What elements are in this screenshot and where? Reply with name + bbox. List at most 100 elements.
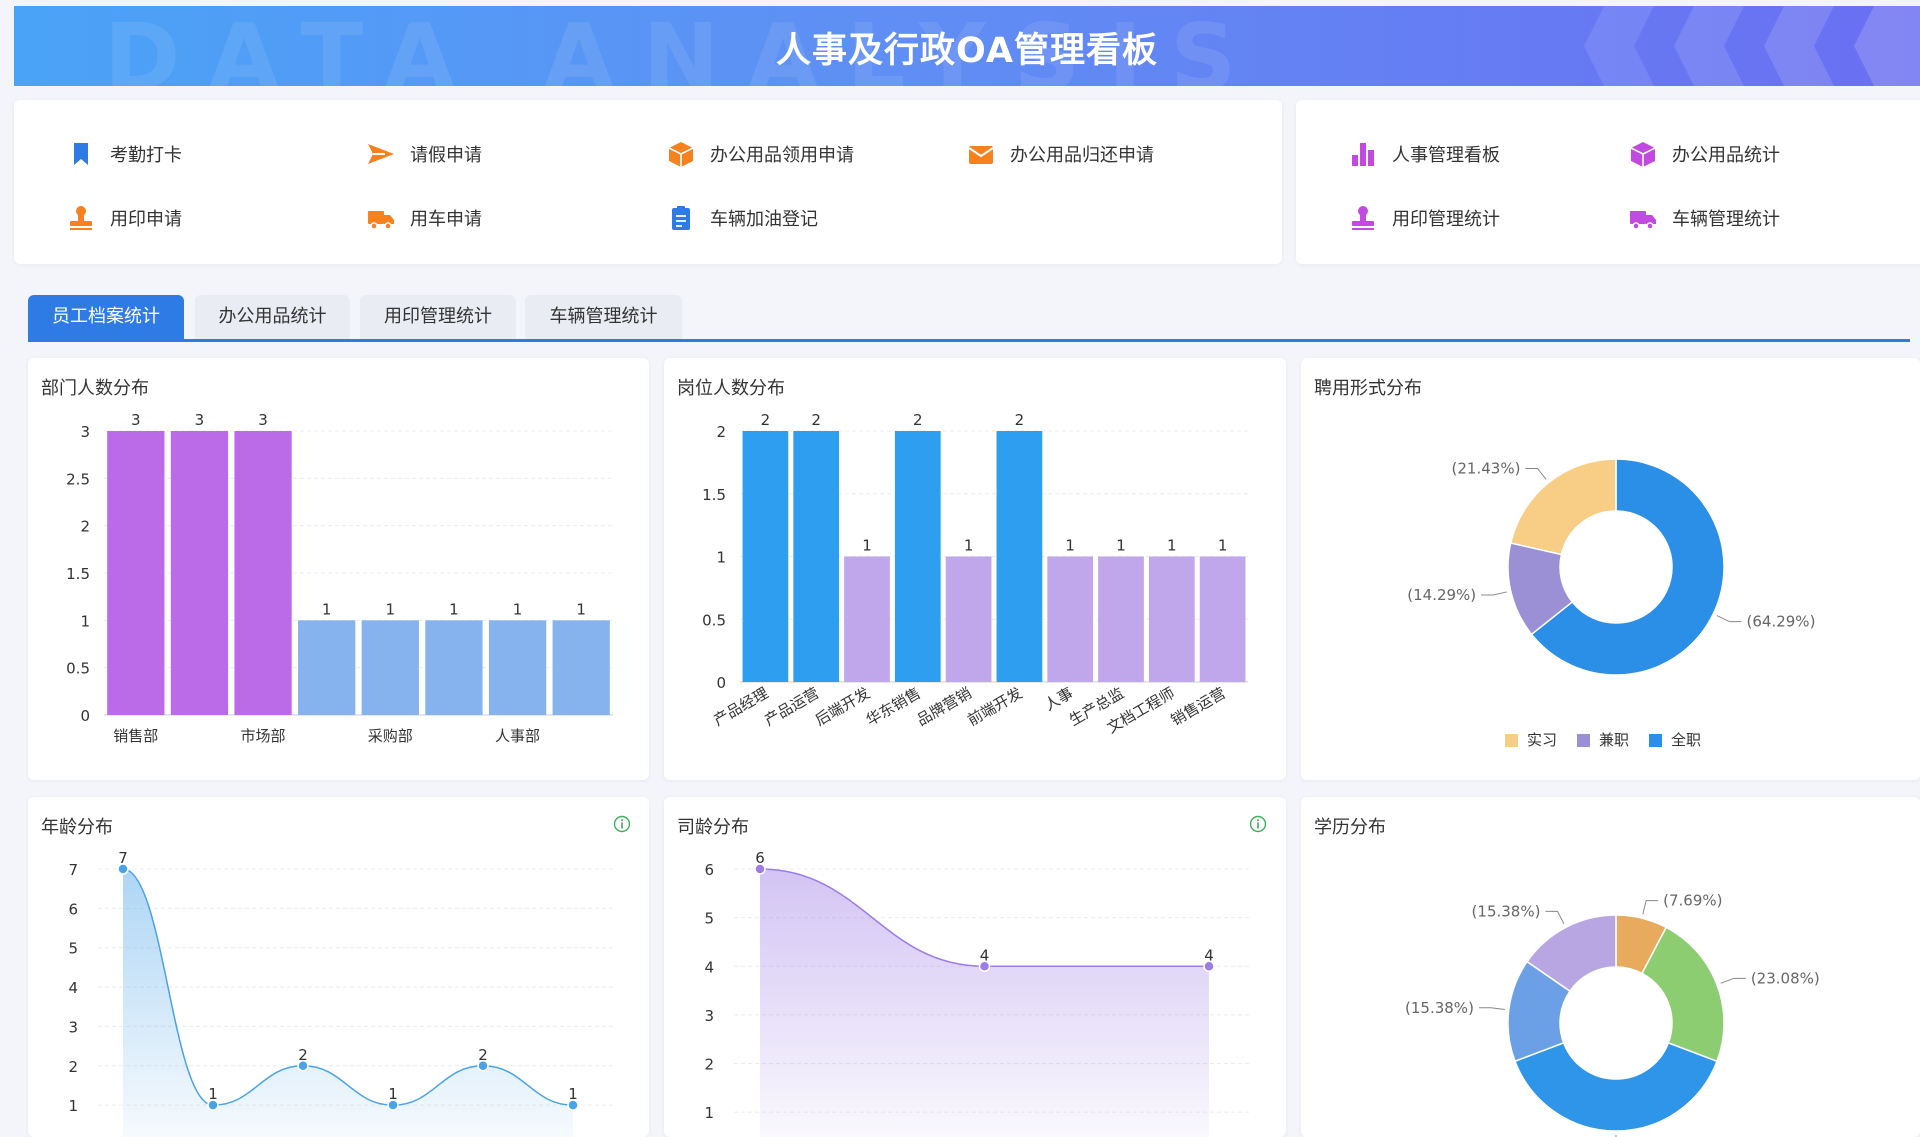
info-icon[interactable] bbox=[613, 815, 631, 833]
bar bbox=[234, 431, 292, 715]
supplies-request-label: 办公用品领用申请 bbox=[710, 145, 854, 166]
vehicle-request-button[interactable]: 用车申请 bbox=[366, 200, 482, 236]
leader-line bbox=[1478, 1007, 1505, 1010]
data-point bbox=[387, 1099, 399, 1111]
x-tick-label: 采购部 bbox=[368, 727, 413, 745]
bar bbox=[894, 431, 941, 682]
send-icon bbox=[368, 144, 394, 164]
bar bbox=[298, 620, 356, 715]
data-label: 1 bbox=[568, 1085, 578, 1103]
y-tick-label: 2.5 bbox=[66, 470, 90, 488]
data-point bbox=[207, 1099, 219, 1111]
legend-swatch bbox=[1505, 734, 1518, 747]
vehicle-stats-link[interactable]: 车辆管理统计 bbox=[1628, 200, 1780, 236]
quick-actions-card: 考勤打卡 请假申请 办公用品领用申请 办公用品归还申请 用印申请 用车申请 车辆… bbox=[14, 100, 1282, 264]
x-tick-label: 销售运营 bbox=[1168, 684, 1229, 730]
truck-icon bbox=[368, 211, 394, 230]
legend-swatch bbox=[1577, 734, 1590, 747]
truck-icon bbox=[1630, 211, 1656, 230]
vehicle-request-label: 用车申请 bbox=[410, 209, 482, 230]
y-tick-label: 4 bbox=[704, 958, 714, 976]
data-point bbox=[477, 1060, 489, 1072]
dept-chart-title: 部门人数分布 bbox=[41, 378, 149, 399]
legend-label: 实习 bbox=[1527, 731, 1557, 749]
y-tick-label: 1 bbox=[704, 1104, 714, 1122]
y-tick-label: 3 bbox=[704, 1007, 714, 1025]
data-label: 4 bbox=[980, 946, 990, 964]
education-donut-chart: (7.69%)(23.08%)(38.46%)(15.38%)(15.38%) bbox=[1405, 892, 1820, 1137]
data-label: 1 bbox=[1218, 537, 1228, 555]
employment-type-panel: 聘用形式分布 (64.29%) (14.29%) (21.43%) 实习 兼职 全职 bbox=[1301, 358, 1920, 780]
x-tick-label: 产品运营 bbox=[761, 684, 822, 730]
leader-line bbox=[1716, 615, 1742, 623]
y-tick-label: 1.5 bbox=[66, 565, 90, 583]
leave-request-button[interactable]: 请假申请 bbox=[366, 136, 482, 172]
box-icon bbox=[1630, 142, 1656, 167]
supplies-return-label: 办公用品归还申请 bbox=[1010, 145, 1154, 166]
refuel-register-button[interactable]: 车辆加油登记 bbox=[666, 200, 818, 236]
y-tick-label: 0 bbox=[80, 707, 90, 725]
header-banner: DATA ANALYSIS 人事及行政OA管理看板 bbox=[14, 6, 1920, 86]
supplies-stats-link[interactable]: 办公用品统计 bbox=[1628, 136, 1780, 172]
age-chart-title: 年龄分布 bbox=[41, 817, 113, 838]
leader-line bbox=[1642, 900, 1659, 915]
data-label: 1 bbox=[208, 1085, 218, 1103]
post-chart-title: 岗位人数分布 bbox=[677, 378, 785, 399]
data-point bbox=[754, 863, 766, 875]
data-label: 2 bbox=[761, 411, 771, 429]
y-tick-label: 1 bbox=[68, 1097, 78, 1115]
pie-slice bbox=[1526, 914, 1617, 993]
tab-underline bbox=[28, 339, 1910, 342]
info-icon[interactable] bbox=[1249, 815, 1267, 833]
tenure-chart-title: 司龄分布 bbox=[677, 817, 749, 838]
data-label: 2 bbox=[298, 1046, 308, 1064]
dept-bar-chart: 0 0.5 1 1.5 2 2.5 3 3 销售部 3 3 市场部 1 1 采购部 1 1 人事部 1 bbox=[66, 411, 613, 745]
seal-stats-link[interactable]: 用印管理统计 bbox=[1348, 200, 1500, 236]
bar bbox=[1047, 556, 1094, 682]
tab-vehicle-management[interactable]: 车辆管理统计 bbox=[525, 295, 682, 339]
y-tick-label: 6 bbox=[704, 861, 714, 879]
bar bbox=[844, 556, 890, 682]
tenure-distribution-panel: 司龄分布 1 2 3 4 5 6 6 4 4 bbox=[664, 797, 1286, 1137]
hr-dashboard-link[interactable]: 人事管理看板 bbox=[1348, 136, 1500, 172]
y-tick-label: 1.5 bbox=[702, 486, 726, 504]
age-distribution-panel: 年龄分布 1 2 3 4 5 6 7 7 1 2 1 2 1 bbox=[28, 797, 649, 1137]
supplies-request-button[interactable]: 办公用品领用申请 bbox=[666, 136, 854, 172]
y-tick-label: 3 bbox=[80, 423, 90, 441]
tab-seal-management[interactable]: 用印管理统计 bbox=[360, 295, 516, 339]
chevron-decoration-icon bbox=[1584, 6, 1920, 86]
banner-watermark: DATA ANALYSIS bbox=[104, 6, 1265, 86]
pie-slice bbox=[1641, 926, 1725, 1063]
employment-chart-title: 聘用形式分布 bbox=[1314, 378, 1422, 399]
employment-donut-chart: (64.29%) (14.29%) (21.43%) 实习 兼职 全职 bbox=[1407, 458, 1815, 749]
seal-stats-label: 用印管理统计 bbox=[1392, 209, 1500, 230]
bar bbox=[552, 620, 610, 715]
attendance-button[interactable]: 考勤打卡 bbox=[66, 136, 182, 172]
seal-request-button[interactable]: 用印申请 bbox=[66, 200, 182, 236]
hr-dashboard-label: 人事管理看板 bbox=[1392, 145, 1500, 166]
tab-employee-records[interactable]: 员工档案统计 bbox=[28, 295, 184, 339]
data-label: 1 bbox=[1065, 537, 1075, 555]
bar bbox=[945, 556, 992, 682]
series-line bbox=[759, 868, 1209, 968]
y-tick-label: 4 bbox=[68, 979, 78, 997]
stamp-icon bbox=[70, 206, 92, 230]
slice-label: (7.69%) bbox=[1663, 892, 1722, 910]
attendance-label: 考勤打卡 bbox=[110, 145, 182, 166]
data-point bbox=[117, 863, 129, 875]
data-label: 1 bbox=[386, 600, 396, 618]
slice-label: (15.38%) bbox=[1405, 999, 1474, 1017]
y-tick-label: 2 bbox=[68, 1058, 78, 1076]
x-tick-label: 市场部 bbox=[241, 727, 286, 745]
tab-office-supplies[interactable]: 办公用品统计 bbox=[195, 295, 350, 339]
x-tick-label: 后端开发 bbox=[812, 684, 873, 730]
y-tick-label: 1 bbox=[80, 612, 90, 630]
y-tick-label: 7 bbox=[68, 861, 78, 879]
supplies-return-button[interactable]: 办公用品归还申请 bbox=[966, 136, 1154, 172]
bar bbox=[425, 620, 483, 715]
stats-links-card: 人事管理看板 办公用品统计 用印管理统计 车辆管理统计 bbox=[1296, 100, 1920, 264]
y-tick-label: 0.5 bbox=[66, 660, 90, 678]
bar bbox=[1199, 556, 1246, 682]
pie-slice bbox=[1514, 1041, 1718, 1132]
y-tick-label: 5 bbox=[68, 940, 78, 958]
